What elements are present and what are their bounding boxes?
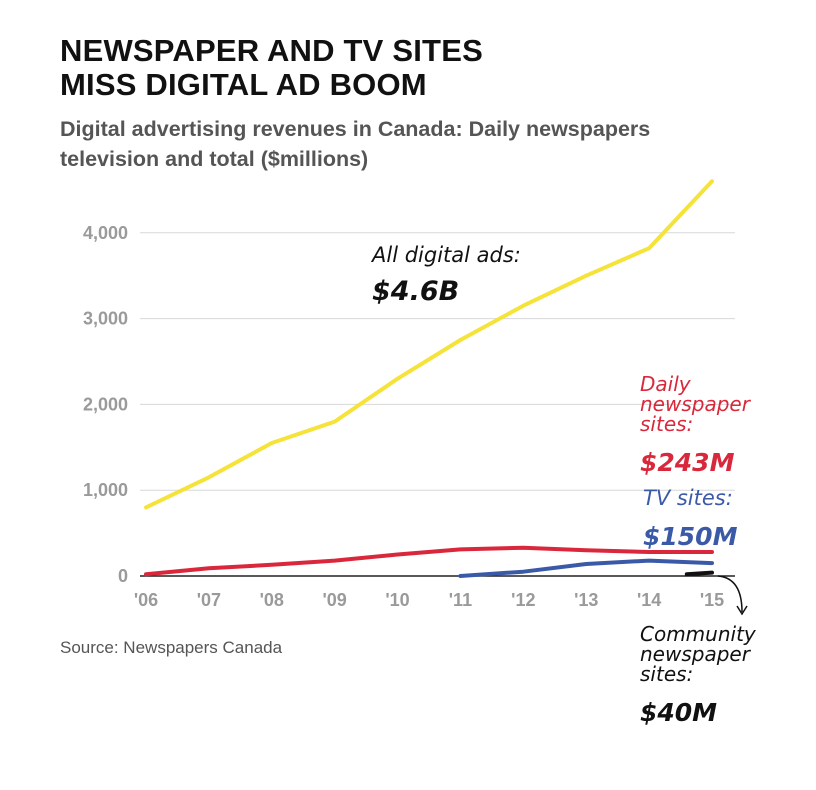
community-arrow-head	[736, 605, 748, 616]
chart-title-line-2: MISS DIGITAL AD BOOM	[60, 67, 427, 102]
chart-subtitle-line-1: Digital advertising revenues in Canada: …	[60, 117, 651, 141]
x-tick-label: '06	[134, 590, 158, 610]
series-line-community	[684, 570, 714, 577]
annotation-daily-line: Daily	[640, 372, 692, 396]
community-arrow	[717, 575, 743, 613]
x-tick-label: '11	[449, 590, 472, 610]
annotation-tv-line: $150M	[643, 522, 738, 551]
annotation-community-line: $40M	[640, 698, 717, 727]
series-line-total	[144, 179, 714, 510]
series-line-tv	[458, 558, 714, 578]
annotation-daily-line: sites:	[640, 412, 693, 436]
x-tick-label: '08	[260, 590, 284, 610]
chart-subtitle-line-2: television and total ($millions)	[60, 147, 369, 171]
x-tick-label: '15	[700, 590, 724, 610]
annotation-community-line: Community	[640, 622, 757, 646]
series-line-daily	[144, 545, 714, 577]
source-note: Source: Newspapers Canada	[60, 638, 283, 657]
annotation-community-line: newspaper	[640, 642, 752, 666]
annotation-tv-line: TV sites:	[643, 486, 733, 510]
y-tick-label: 2,000	[83, 394, 128, 414]
x-tick-label: '09	[323, 590, 347, 610]
x-tick-label: '13	[574, 590, 598, 610]
x-tick-label: '14	[637, 590, 661, 610]
annotation-daily-line: $243M	[640, 448, 735, 477]
y-tick-label: 0	[118, 566, 128, 586]
x-tick-label: '10	[385, 590, 409, 610]
annotation-community-line: sites:	[640, 662, 693, 686]
y-tick-label: 3,000	[83, 309, 128, 329]
chart-subtitle: Digital advertising revenues in Canada: …	[60, 114, 780, 174]
annotation-daily-line: newspaper	[640, 392, 752, 416]
annotation-total-line: All digital ads:	[370, 243, 521, 267]
x-tick-label: '12	[511, 590, 535, 610]
annotation-total-line: $4.6B	[372, 276, 459, 307]
y-tick-label: 4,000	[83, 223, 128, 243]
chart-title-line-1: NEWSPAPER AND TV SITES	[60, 33, 483, 68]
x-tick-label: '07	[197, 590, 221, 610]
chart-title: NEWSPAPER AND TV SITES MISS DIGITAL AD B…	[60, 34, 760, 102]
y-tick-label: 1,000	[83, 480, 128, 500]
